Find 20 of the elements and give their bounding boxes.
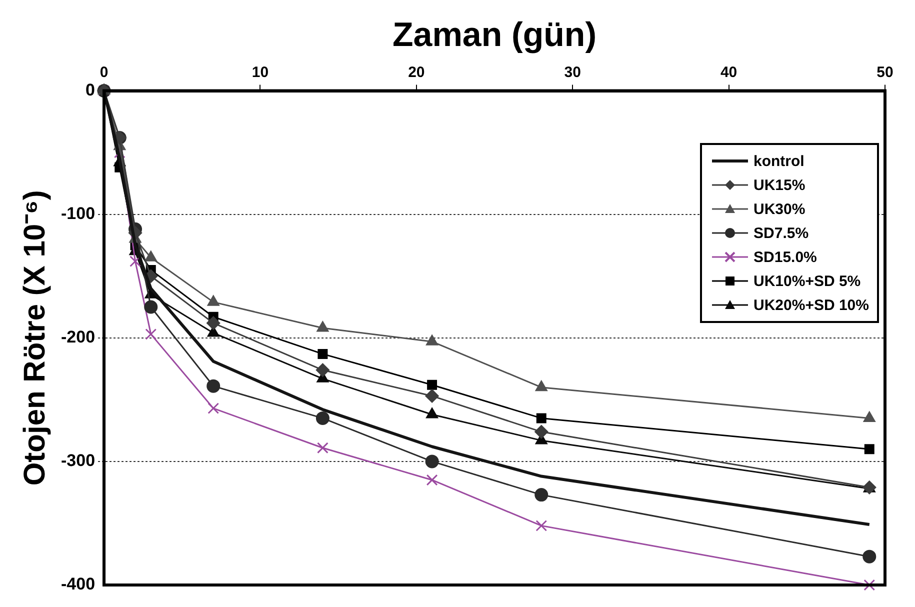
legend-label: SD15.0%: [754, 248, 817, 266]
y-axis-title: Otojen Rötre (X 10⁻⁶): [18, 190, 52, 486]
y-tick-label: 0: [86, 80, 96, 100]
x-tick-label: 20: [408, 64, 425, 81]
x-tick-label: 0: [100, 64, 108, 81]
x-axis-title: Zaman (gün): [392, 16, 597, 54]
legend-label: UK15%: [754, 176, 806, 194]
legend-label: UK30%: [754, 200, 806, 218]
y-tick-label: -100: [60, 204, 96, 224]
y-tick-label: -300: [60, 451, 96, 470]
x-tick-label: 50: [876, 64, 894, 81]
x-tick-label: 10: [252, 64, 269, 81]
legend-label: kontrol: [754, 152, 804, 170]
legend-label: UK10%+SD 5%: [754, 272, 861, 290]
x-tick-label: 40: [720, 64, 738, 81]
legend-label: SD7.5%: [754, 224, 809, 242]
legend-label: UK20%+SD 10%: [754, 296, 869, 314]
y-tick-label: -200: [60, 328, 96, 347]
x-tick-label: 30: [564, 64, 581, 81]
y-tick-label: -400: [60, 574, 96, 594]
